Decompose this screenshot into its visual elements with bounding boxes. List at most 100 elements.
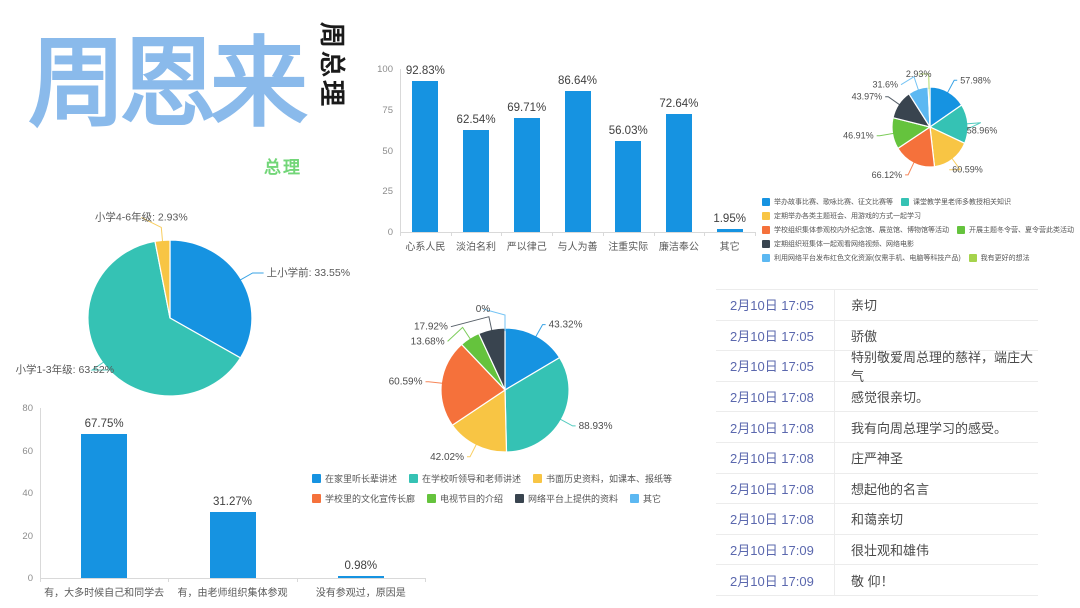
pie-label-leader (918, 73, 930, 90)
comment-text: 很壮观和雄伟 (834, 534, 1038, 565)
pie-label-leader (534, 324, 546, 339)
bar-category-label: 有，由老师组织集体参观 (177, 588, 288, 599)
y-axis-tick-label: 75 (382, 104, 393, 116)
bar-category-label: 廉洁奉公 (658, 242, 699, 253)
pie-data-label: 17.92% (414, 322, 448, 333)
pie-label-leader (905, 161, 915, 176)
comment-time: 2月10日 17:05 (730, 298, 814, 314)
comment-text: 敬 仰！ (834, 565, 1038, 595)
x-axis-tick-mark (168, 578, 170, 582)
pie-label-leader (949, 157, 962, 171)
page-title: 周恩来 (28, 28, 308, 138)
vertical-title: 周总理 (317, 22, 347, 110)
legend-label: 电视节目的介绍 (440, 494, 504, 504)
legend-item: 课堂教学里老师多教授相关知识 (901, 197, 1011, 207)
comment-time: 2月10日 17:09 (730, 573, 814, 589)
pie-data-label: 42.02% (430, 452, 464, 463)
pie-label-leader (876, 132, 895, 137)
legend-label: 在家里听长辈讲述 (325, 474, 398, 484)
comments-table: 2月10日 17:05 亲切 2月10日 17:05 骄傲 2月10日 17:05 特别敬… (716, 289, 1038, 596)
pie-label-leader (447, 326, 472, 342)
bar (665, 113, 692, 232)
comment-text: 特别敬爱周总理的慈祥，端庄大气 (834, 350, 1038, 384)
x-axis-tick-mark (296, 578, 298, 582)
bar-category-label: 有，大多时候自己和同学去 (44, 588, 165, 599)
bar-category-label: 心系人民 (405, 242, 446, 253)
legend-item: 学校里的文化宣传长廊 (312, 492, 415, 505)
legend-label: 书面历史资料，如课本、报纸等 (546, 474, 673, 484)
bar (615, 140, 642, 232)
legend-item: 定期举办各类主题班会、用游戏的方式一起学习 (762, 211, 921, 221)
bar-category-label: 严以律己 (506, 242, 547, 253)
table-row: 2月10日 17:08 庄严神圣 (716, 442, 1038, 474)
visit-bar-chart: 80 60 40 20 0 67.75% 有，大多时候自己和同学去 31.27% 有，由老师组织… (10, 395, 435, 600)
pie-data-label: 60.59% (389, 377, 423, 388)
legend-item: 开展主题冬令营、夏令营此类活动 (957, 225, 1074, 235)
table-row: 2月10日 17:05 亲切 (716, 290, 1038, 321)
legend-swatch-icon (762, 212, 770, 220)
bar-value-label: 72.64% (659, 97, 699, 110)
legend-label: 网络平台上提供的资料 (528, 494, 619, 504)
comment-time: 2月10日 17:05 (730, 359, 814, 375)
pie-label-leader (482, 308, 506, 332)
x-axis-tick-mark (425, 578, 426, 582)
legend-label: 举办故事比赛、歌咏比赛、征文比赛等 (774, 199, 893, 206)
pie-data-label: 43.97% (852, 92, 883, 102)
table-row: 2月10日 17:09 很壮观和雄伟 (716, 534, 1038, 566)
y-axis-tick-label: 0 (27, 573, 33, 584)
comment-text: 感觉很亲切。 (834, 381, 1038, 412)
bar-value-label: 62.54% (456, 114, 496, 127)
activity-pie-chart: 57.98% 58.96% 60.59% 66.12% 46.91% 43.97% 31.6… (843, 69, 998, 180)
legend-item: 在学校听领导和老师讲述 (409, 472, 521, 485)
pie-data-label: 88.93% (579, 421, 613, 432)
x-axis-tick-mark (755, 232, 756, 236)
y-axis-tick-label: 40 (22, 488, 33, 499)
legend-swatch-icon (515, 494, 525, 503)
legend-swatch-icon (762, 240, 770, 248)
legend-swatch-icon (968, 254, 977, 262)
table-row: 2月10日 17:08 和蔼亲切 (716, 504, 1038, 535)
bar (463, 130, 490, 232)
bar-value-label: 86.64% (557, 74, 597, 87)
y-axis-tick-label: 100 (377, 64, 393, 75)
legend-label: 利用网络平台发布红色文化资源(仅需手机、电脑等科技产品) (774, 255, 961, 262)
legend-item: 书面历史资料，如课本、报纸等 (533, 472, 672, 485)
x-axis-tick-mark (400, 232, 401, 236)
bar-category-label: 与人为善 (557, 242, 598, 253)
pie-data-label: 46.91% (843, 131, 874, 141)
y-axis-tick-label: 60 (22, 445, 33, 457)
x-axis-tick-mark (552, 232, 554, 236)
bar-category-label: 淡泊名利 (456, 242, 497, 253)
comment-time: 2月10日 17:08 (730, 451, 814, 467)
x-axis-tick-mark (450, 232, 452, 236)
comment-time: 2月10日 17:08 (730, 512, 814, 528)
pie-label-leader (946, 79, 958, 94)
pie-label-leader (963, 122, 982, 132)
pie-label-leader (900, 75, 920, 92)
bar-value-label: 31.27% (212, 495, 252, 508)
bar-category-label: 注重实际 (608, 242, 649, 253)
x-axis-tick-mark (704, 232, 706, 236)
bar-value-label: 56.03% (608, 124, 648, 137)
table-row: 2月10日 17:08 想起他的名言 (716, 473, 1038, 505)
pie-label-leader (467, 442, 478, 458)
bar-category-label: 其它 (719, 242, 740, 253)
comment-text: 和蔼亲切 (834, 504, 1038, 534)
legend-item: 在家里听长辈讲述 (312, 472, 397, 485)
legend-label: 定期组织班集体一起观看网络视频、网络电影 (774, 241, 914, 248)
pie-data-label: 58.96% (967, 126, 998, 136)
bar (412, 80, 439, 232)
legend-item: 网络平台上提供的资料 (515, 492, 618, 505)
source-pie-chart: 43.32% 88.93% 42.02% 60.59% 13.68% 17.92% 0% (389, 304, 613, 463)
pie-data-label: 60.59% (952, 165, 983, 175)
grade-pie-chart: 上小学前: 33.55% 小学1-3年级: 63.52% 小学4-6年级: 2.93… (15, 210, 350, 397)
pie-label-leader (90, 359, 118, 371)
y-axis-tick-label: 80 (22, 403, 33, 414)
legend-label: 我有更好的想法 (980, 255, 1030, 262)
comment-text: 我有向周总理学习的感受。 (834, 412, 1038, 442)
legend-item: 我有更好的想法 (968, 253, 1030, 263)
source-pie-legend: 在家里听长辈讲述 在学校听领导和老师讲述 书面历史资料，如课本、报纸等学校里的文化宣… (312, 472, 690, 505)
traits-bar-chart: 100 75 50 25 0 92.83% 心系人民 62.54% 淡泊名利 69.71% 严以律己… (370, 55, 770, 255)
bar-plot-area (40, 408, 426, 579)
